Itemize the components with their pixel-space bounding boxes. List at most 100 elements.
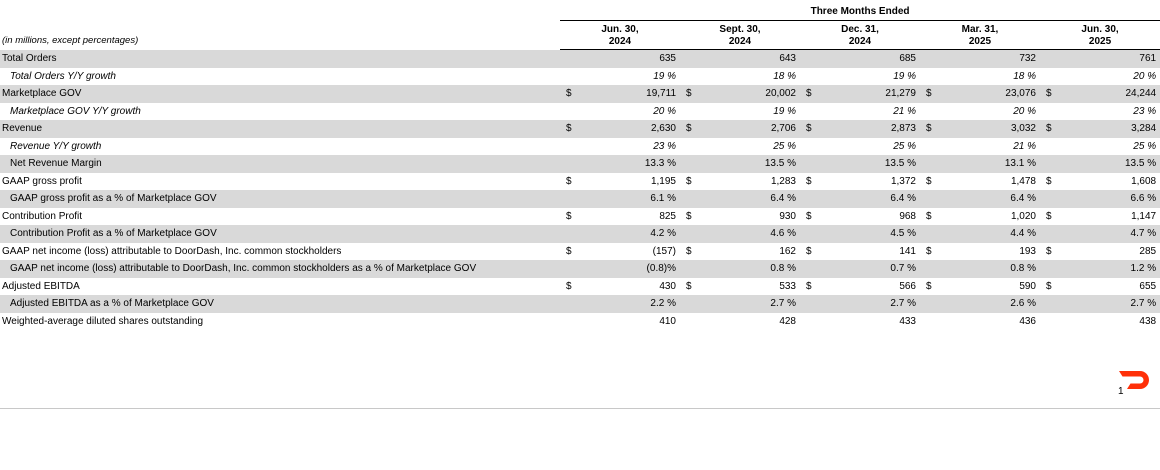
value-cell: 13.5 % (822, 155, 920, 173)
value-cell: 655 (1139, 280, 1157, 292)
currency-symbol (1040, 225, 1062, 243)
value-cell: 428 (779, 315, 796, 327)
value-cell: 590 (1019, 280, 1036, 292)
row-label: GAAP gross profit (2, 175, 82, 187)
value-cell: 2,630 (582, 120, 680, 138)
quarterly-metrics-table: Three Months Ended (in millions, except … (0, 6, 1160, 330)
currency-symbol: $ (926, 245, 932, 257)
value-cell: 23 % (1133, 105, 1157, 117)
value-cell: 13.5 % (1062, 155, 1160, 173)
value-cell: (0.8)% (582, 260, 680, 278)
currency-symbol: $ (1040, 120, 1062, 138)
currency-symbol: $ (920, 85, 942, 103)
value-cell: 533 (779, 280, 796, 292)
currency-symbol (920, 260, 942, 278)
currency-symbol (800, 103, 822, 121)
value-cell: 0.8 % (942, 260, 1040, 278)
currency-symbol (560, 138, 582, 156)
value-cell: 410 (659, 315, 676, 327)
value-cell: 21,279 (822, 85, 920, 103)
currency-symbol (680, 260, 702, 278)
value-cell: 1,608 (1131, 175, 1157, 187)
currency-symbol (560, 190, 582, 208)
table-row: Revenue Y/Y growth 23 % 25 % 25 % 21 % 25 % (0, 138, 1160, 156)
currency-symbol (800, 295, 822, 313)
row-label: Weighted-average diluted shares outstand… (2, 315, 204, 327)
currency-symbol: $ (566, 175, 572, 187)
currency-symbol (560, 68, 582, 86)
financial-table-container: Three Months Ended (in millions, except … (0, 6, 1160, 330)
period-header: Jun. 30, 2024 (560, 20, 680, 50)
currency-symbol (680, 225, 702, 243)
currency-symbol: $ (806, 210, 812, 222)
row-label: Contribution Profit as a % of Marketplac… (0, 225, 560, 243)
currency-symbol (800, 190, 822, 208)
table-row: Net Revenue Margin 13.3 % 13.5 % 13.5 % 13.1… (0, 155, 1160, 173)
value-cell: 2,706 (702, 120, 800, 138)
table-row: Contribution Profit as a % of Marketplac… (0, 225, 1160, 243)
value-cell: 1,283 (770, 175, 796, 187)
table-row: Total Orders Y/Y growth 19 % 18 % 19 % 18 % 2… (0, 68, 1160, 86)
value-cell: 20 % (1013, 105, 1036, 117)
value-cell: 930 (779, 210, 796, 222)
row-label: Adjusted EBITDA as a % of Marketplace GO… (0, 295, 560, 313)
currency-symbol (1040, 103, 1062, 121)
value-cell: 4.6 % (702, 225, 800, 243)
value-cell: 2.6 % (942, 295, 1040, 313)
table-row: GAAP net income (loss) attributable to D… (0, 243, 1160, 261)
currency-symbol (560, 155, 582, 173)
currency-symbol: $ (566, 210, 572, 222)
currency-symbol (560, 49, 582, 68)
currency-symbol (920, 190, 942, 208)
currency-symbol (920, 295, 942, 313)
period-header: Jun. 30, 2025 (1040, 20, 1160, 50)
doordash-logo-icon (1119, 371, 1149, 389)
value-cell: 4.7 % (1062, 225, 1160, 243)
value-cell: 438 (1139, 315, 1157, 327)
value-cell: 761 (1062, 49, 1160, 68)
currency-symbol (920, 313, 942, 331)
currency-symbol (800, 155, 822, 173)
currency-symbol: $ (1046, 245, 1052, 257)
currency-symbol (680, 295, 702, 313)
value-cell: 635 (582, 49, 680, 68)
row-label: Marketplace GOV Y/Y growth (10, 105, 141, 117)
currency-symbol (800, 138, 822, 156)
currency-symbol (800, 260, 822, 278)
currency-symbol (680, 155, 702, 173)
period-header: Mar. 31, 2025 (920, 20, 1040, 50)
currency-symbol (680, 103, 702, 121)
currency-symbol (920, 155, 942, 173)
currency-symbol (920, 138, 942, 156)
value-cell: 4.5 % (822, 225, 920, 243)
value-cell: 19,711 (582, 85, 680, 103)
value-cell: 20 % (1133, 70, 1157, 82)
row-label: Contribution Profit (2, 210, 83, 222)
value-cell: 566 (899, 280, 916, 292)
value-cell: 433 (899, 315, 916, 327)
value-cell: 1,195 (650, 175, 676, 187)
value-cell: 162 (779, 245, 796, 257)
value-cell: 18 % (1013, 70, 1036, 82)
table-row: Adjusted EBITDA $430 $533 $566 $590 $655 (0, 278, 1160, 296)
row-label: Adjusted EBITDA (2, 280, 80, 292)
value-cell: 25 % (773, 140, 796, 152)
value-cell: 2.7 % (702, 295, 800, 313)
value-cell: 4.4 % (942, 225, 1040, 243)
currency-symbol (560, 225, 582, 243)
value-cell: 21 % (893, 105, 916, 117)
value-cell: 6.6 % (1062, 190, 1160, 208)
value-cell: 25 % (893, 140, 916, 152)
row-label: Revenue Y/Y growth (10, 140, 102, 152)
value-cell: 3,284 (1062, 120, 1160, 138)
currency-symbol (800, 68, 822, 86)
currency-symbol: $ (686, 280, 692, 292)
currency-symbol (920, 49, 942, 68)
currency-symbol (560, 103, 582, 121)
period-header-row: (in millions, except percentages) Jun. 3… (0, 20, 1160, 50)
units-note: (in millions, except percentages) (2, 34, 139, 46)
currency-symbol: $ (800, 85, 822, 103)
value-cell: 13.5 % (702, 155, 800, 173)
currency-symbol (1040, 260, 1062, 278)
value-cell: 19 % (773, 105, 796, 117)
